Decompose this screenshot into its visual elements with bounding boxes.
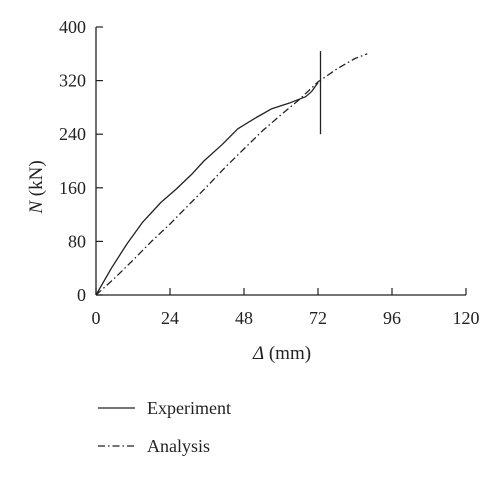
legend-label-experiment: Experiment: [147, 398, 231, 418]
y-tick-label: 0: [77, 285, 86, 305]
x-tick-label: 72: [309, 308, 327, 328]
y-tick-label: 240: [59, 124, 86, 144]
y-axis-unit: (kN): [26, 160, 47, 201]
y-tick-label: 160: [59, 178, 86, 198]
y-axis-symbol: N: [26, 200, 47, 215]
y-tick-label: 400: [59, 17, 86, 37]
legend: Experiment Analysis: [98, 398, 231, 456]
legend-label-analysis: Analysis: [147, 436, 210, 456]
plot-area: 0 24 48 72 96 120 0 80 160 240 320 400: [59, 17, 480, 328]
x-axis-title: Δ (mm): [252, 343, 311, 364]
series-layer: [95, 51, 368, 296]
y-axis-title: N (kN): [26, 160, 47, 214]
x-tick-label: 96: [383, 308, 401, 328]
x-tick-label: 0: [92, 308, 101, 328]
y-tick-label: 80: [68, 231, 86, 251]
x-axis-symbol: Δ: [252, 343, 264, 364]
y-tick-label: 320: [59, 71, 86, 91]
x-ticks: 0 24 48 72 96 120: [92, 288, 480, 328]
x-tick-label: 120: [453, 308, 480, 328]
x-axis-unit: (mm): [264, 343, 311, 364]
y-ticks: 0 80 160 240 320 400: [59, 17, 103, 305]
series-line-experiment: [95, 82, 319, 296]
series-line-analysis: [95, 53, 368, 296]
x-tick-label: 24: [161, 308, 179, 328]
x-tick-label: 48: [235, 308, 253, 328]
